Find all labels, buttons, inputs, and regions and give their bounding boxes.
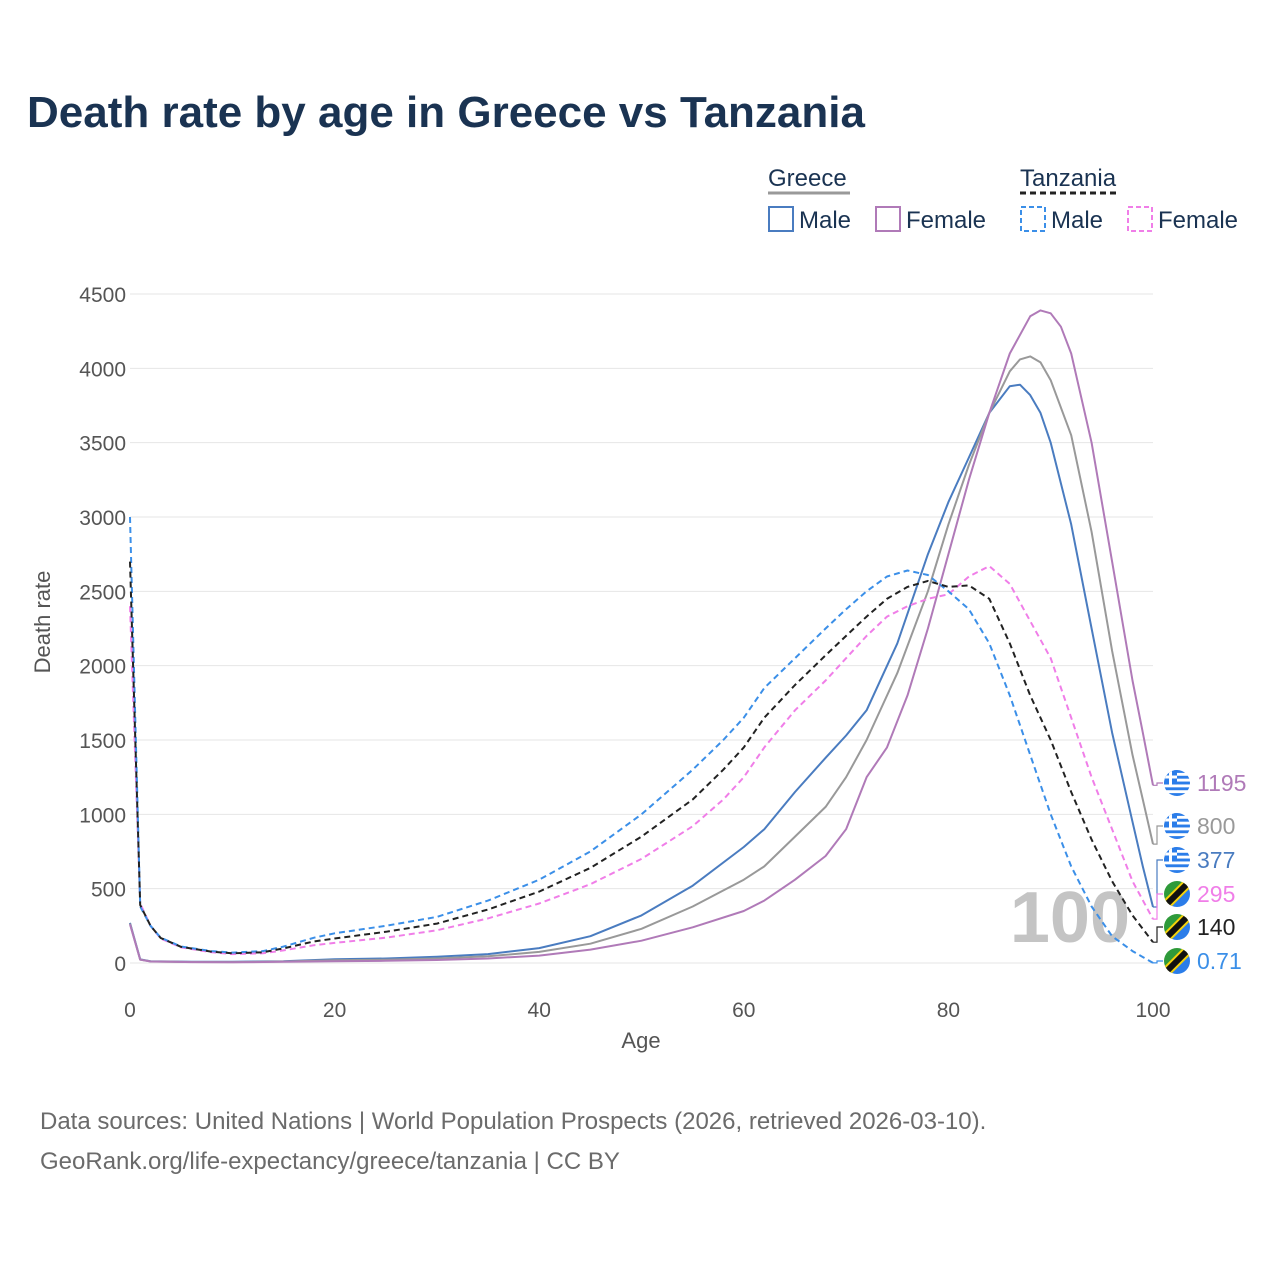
legend-swatch-tanzania-female: [1127, 206, 1153, 232]
x-tick-label: 20: [323, 999, 346, 1022]
flag-stripe: [1164, 870, 1190, 873]
series-line-greece-male: [129, 383, 1154, 963]
credit-link[interactable]: GeoRank.org/life-expectancy/greece/tanza…: [40, 1148, 620, 1175]
y-tick-label: 4000: [79, 358, 126, 381]
legend-swatch-greece-male: [768, 206, 794, 232]
end-label-connector: [1153, 782, 1163, 786]
y-axis-title: Death rate: [30, 571, 55, 674]
y-tick-label: 500: [91, 879, 126, 902]
tanzania-flag-icon: [1164, 914, 1190, 940]
y-tick-label: 0: [114, 953, 126, 976]
gridlines: [130, 293, 1153, 964]
legend-label-male: Male: [1051, 207, 1103, 234]
legend-swatch-tanzania-male: [1020, 206, 1046, 232]
greece-flag-icon: [1164, 813, 1190, 839]
legend-label-male: Male: [799, 207, 851, 234]
y-tick-label: 2000: [79, 656, 126, 679]
watermark-layer: 100: [1010, 878, 1130, 958]
end-label-connector: [1153, 926, 1163, 943]
end-labels: 1195 800 377 295 140 0.71: [1153, 770, 1246, 974]
tanzania-flag-icon: [1164, 881, 1190, 907]
greece-flag-icon: [1164, 847, 1190, 873]
y-tick-label: 2500: [79, 581, 126, 604]
legend-group-tanzania: Tanzania: [1020, 165, 1117, 192]
series-lines: [129, 309, 1154, 964]
end-label-connector: [1153, 825, 1163, 845]
y-tick-label: 3000: [79, 507, 126, 530]
series-line-greece-female: [129, 309, 1154, 964]
axes: Age Death rate 0500100015002000250030003…: [30, 284, 1171, 1053]
flag-cross-h: [1164, 818, 1177, 822]
age-watermark: 100: [1010, 878, 1130, 958]
x-tick-label: 0: [124, 999, 136, 1022]
end-label-value: 800: [1197, 813, 1235, 839]
data-source-note: Data sources: United Nations | World Pop…: [40, 1108, 987, 1135]
legend-swatch-greece-female: [875, 206, 901, 232]
legend-group-greece: Greece: [768, 165, 847, 192]
series-line-greece-total: [129, 355, 1154, 964]
end-label-value: 0.71: [1197, 948, 1242, 974]
legend-label-female: Female: [1158, 207, 1238, 234]
x-tick-label: 60: [732, 999, 755, 1022]
series-line-tanzania-male: [129, 516, 1154, 964]
y-tick-label: 4500: [79, 284, 126, 307]
flag-cross-h: [1164, 775, 1177, 779]
greece-flag-icon: [1164, 770, 1190, 796]
flag-stripe: [1164, 864, 1190, 868]
flag-stripe: [1164, 830, 1190, 834]
flag-stripe: [1164, 836, 1190, 839]
y-tick-label: 1000: [79, 804, 126, 827]
flag-stripe: [1164, 787, 1190, 791]
end-label-value: 140: [1197, 914, 1235, 940]
y-tick-label: 3500: [79, 433, 126, 456]
series-line-tanzania-total: [129, 561, 1154, 955]
end-label-value: 1195: [1197, 770, 1246, 796]
end-label-connector: [1153, 859, 1163, 908]
legend-label-female: Female: [906, 207, 986, 234]
x-tick-label: 80: [937, 999, 960, 1022]
end-label-connector: [1153, 960, 1163, 964]
flag-cross-h: [1164, 852, 1177, 856]
x-tick-label: 100: [1135, 999, 1170, 1022]
tanzania-flag-icon: [1164, 948, 1190, 974]
y-tick-label: 1500: [79, 730, 126, 753]
end-label-connector: [1153, 893, 1163, 920]
flag-stripe: [1164, 793, 1190, 796]
end-label-value: 295: [1197, 881, 1235, 907]
end-label-value: 377: [1197, 847, 1235, 873]
series-line-tanzania-female: [129, 565, 1154, 956]
x-axis-title: Age: [621, 1028, 660, 1053]
x-tick-label: 40: [528, 999, 551, 1022]
legend: Greece Male Female Tanzania Male Female: [768, 165, 1238, 234]
chart-title: Death rate by age in Greece vs Tanzania: [27, 88, 865, 137]
